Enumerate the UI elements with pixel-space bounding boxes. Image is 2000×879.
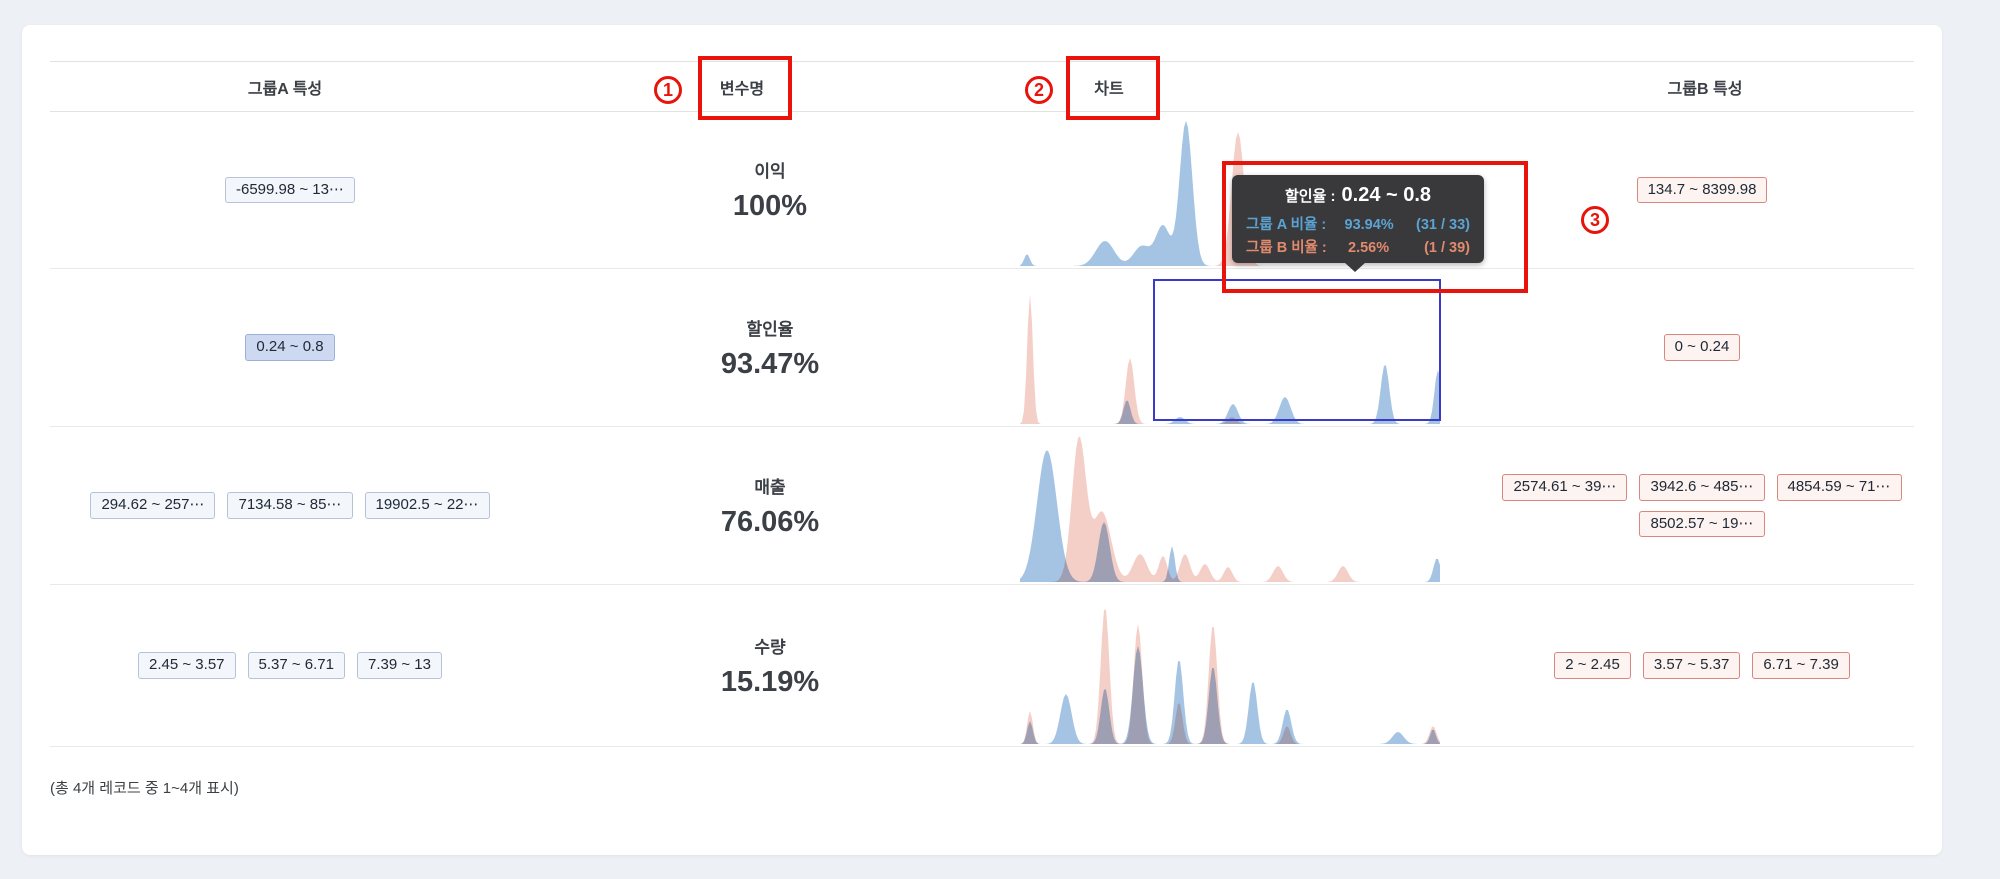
header-group-b: 그룹B 특성 — [1667, 80, 1743, 98]
range-chip[interactable]: 8502.57 ~ 19⋯ — [1639, 510, 1765, 538]
range-chip[interactable]: 2574.61 ~ 39⋯ — [1502, 473, 1628, 501]
variable-cell: 매출 76.06% — [530, 473, 1010, 539]
header-variable-name: 변수명 — [719, 80, 765, 98]
range-chip[interactable]: 19902.5 ~ 22⋯ — [364, 492, 490, 519]
group-b-chips: 0 ~ 0.24 — [1460, 334, 1914, 361]
density-chart-sales[interactable] — [1020, 432, 1440, 582]
table-row-profit: -6599.98 ~ 13⋯ 이익 100% 134.7 ~ 8399.98 — [50, 112, 1914, 269]
annotation-box-variable-header — [698, 56, 792, 120]
range-chip[interactable]: 3942.6 ~ 485⋯ — [1639, 473, 1765, 501]
chart-cell — [1010, 427, 1460, 584]
tooltip-group-b-count: (1 / 39) — [1424, 240, 1470, 256]
tooltip-group-a-count: (31 / 33) — [1416, 217, 1470, 233]
comparison-table-card: 그룹A 특성 변수명 차트 그룹B 특성 -6599.98 ~ 13⋯ 이익 1… — [22, 25, 1942, 855]
density-chart-discount[interactable] — [1020, 274, 1440, 424]
tooltip-group-a-row: 그룹 A 비율 : 93.94% (31 / 33) — [1232, 213, 1484, 234]
tooltip-group-b-label: 그룹 B 비율 : — [1246, 240, 1327, 256]
variable-name: 수량 — [754, 637, 786, 657]
variable-percent: 100% — [732, 190, 808, 222]
range-chip[interactable]: 7.39 ~ 13 — [356, 652, 442, 679]
chart-cell — [1010, 585, 1460, 746]
annotation-badge-1: 1 — [654, 76, 682, 104]
range-chip[interactable]: 134.7 ~ 8399.98 — [1636, 176, 1768, 204]
range-chip[interactable]: 294.62 ~ 257⋯ — [90, 492, 216, 519]
range-chip[interactable]: 2.45 ~ 3.57 — [138, 652, 236, 679]
tooltip-group-b-value: 2.56% — [1348, 240, 1390, 256]
table-row-sales: 294.62 ~ 257⋯ 7134.58 ~ 85⋯ 19902.5 ~ 22⋯ … — [50, 427, 1914, 585]
group-b-chips: 2574.61 ~ 39⋯ 3942.6 ~ 485⋯ 4854.59 ~ 71⋯ 8… — [1460, 473, 1914, 538]
tooltip-variable-label: 할인율 : — [1284, 188, 1336, 205]
range-chip[interactable]: 4854.59 ~ 71⋯ — [1776, 473, 1902, 501]
range-chip[interactable]: 6.71 ~ 7.39 — [1752, 652, 1850, 679]
variable-percent: 93.47% — [720, 347, 820, 380]
range-chip[interactable]: 7134.58 ~ 85⋯ — [227, 492, 353, 519]
annotation-box-chart-header — [1066, 56, 1160, 120]
header-group-a: 그룹A 특성 — [247, 80, 323, 98]
group-a-chips: 294.62 ~ 257⋯ 7134.58 ~ 85⋯ 19902.5 ~ 22⋯ — [50, 492, 530, 519]
annotation-box-tooltip — [1222, 161, 1528, 293]
group-a-chips: 0.24 ~ 0.8 — [50, 334, 530, 361]
variable-name: 이익 — [754, 162, 786, 181]
annotation-badge-3: 3 — [1581, 206, 1609, 234]
annotation-badge-2: 2 — [1025, 76, 1053, 104]
density-chart-profit[interactable] — [1020, 116, 1440, 266]
variable-name: 할인율 — [746, 319, 794, 339]
range-chip[interactable]: 3.57 ~ 5.37 — [1642, 652, 1741, 679]
group-b-chips: 134.7 ~ 8399.98 — [1460, 176, 1914, 204]
variable-name: 매출 — [754, 477, 786, 497]
tooltip-title: 할인율 : 0.24 ~ 0.8 — [1232, 184, 1484, 207]
table-row-discount: 0.24 ~ 0.8 할인율 93.47% 0 ~ 0.24 — [50, 269, 1914, 427]
variable-percent: 15.19% — [720, 665, 820, 698]
tooltip-group-a-label: 그룹 A 비율 : — [1246, 217, 1327, 233]
tooltip-group-a-value: 93.94% — [1344, 217, 1394, 233]
range-chip[interactable]: 5.37 ~ 6.71 — [247, 652, 345, 679]
tooltip-range-value: 0.24 ~ 0.8 — [1341, 184, 1432, 206]
chart-tooltip: 할인율 : 0.24 ~ 0.8 그룹 A 비율 : 93.94% (31 / 3… — [1232, 175, 1484, 272]
variable-cell: 수량 15.19% — [530, 633, 1010, 699]
chart-selection-rect[interactable] — [1153, 279, 1441, 421]
density-chart-quantity[interactable] — [1020, 594, 1440, 744]
group-a-chips: 2.45 ~ 3.57 5.37 ~ 6.71 7.39 ~ 13 — [50, 652, 530, 679]
header-chart: 차트 — [1094, 80, 1124, 98]
group-b-chips: 2 ~ 2.45 3.57 ~ 5.37 6.71 ~ 7.39 — [1460, 652, 1914, 679]
variable-percent: 76.06% — [720, 505, 820, 538]
chart-cell — [1010, 112, 1460, 268]
record-count-note: (총 4개 레코드 중 1~4개 표시) — [50, 780, 239, 797]
range-chip[interactable]: -6599.98 ~ 13⋯ — [225, 176, 355, 204]
group-comparison-table: 그룹A 특성 변수명 차트 그룹B 특성 -6599.98 ~ 13⋯ 이익 1… — [50, 61, 1914, 747]
variable-cell: 할인율 93.47% — [530, 315, 1010, 381]
range-chip[interactable]: 2 ~ 2.45 — [1554, 652, 1631, 679]
tooltip-arrow — [1344, 262, 1366, 272]
variable-cell: 이익 100% — [530, 157, 1010, 223]
table-row-quantity: 2.45 ~ 3.57 5.37 ~ 6.71 7.39 ~ 13 수량 15.19… — [50, 585, 1914, 747]
chart-cell — [1010, 269, 1460, 426]
table-header-row: 그룹A 특성 변수명 차트 그룹B 특성 — [50, 61, 1914, 112]
range-chip[interactable]: 0 ~ 0.24 — [1663, 334, 1741, 361]
group-a-chips: -6599.98 ~ 13⋯ — [50, 176, 530, 204]
tooltip-group-b-row: 그룹 B 비율 : 2.56% (1 / 39) — [1232, 236, 1484, 257]
range-chip[interactable]: 0.24 ~ 0.8 — [245, 334, 335, 361]
